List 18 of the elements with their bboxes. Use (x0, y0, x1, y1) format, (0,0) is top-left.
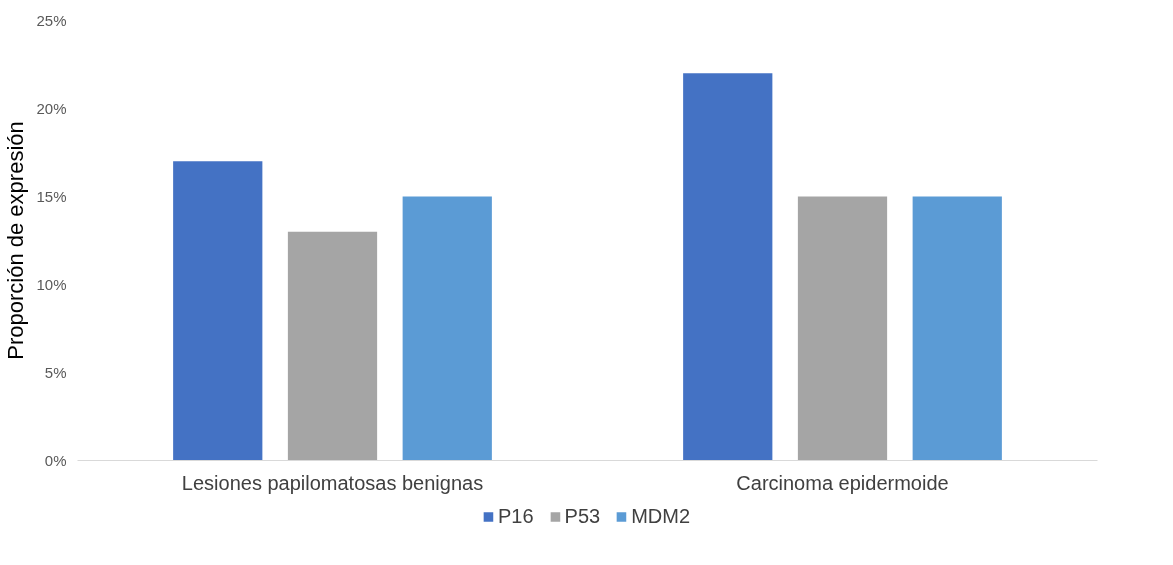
x-tick-label: Lesiones papilomatosas benignas (181, 471, 484, 494)
bar (287, 231, 378, 461)
bar (402, 196, 492, 461)
y-tick-label: 15% (36, 188, 67, 205)
y-tick-label: 0% (44, 452, 67, 469)
y-axis-title: Proporción de expresión (3, 121, 29, 360)
y-tick-label: 10% (36, 276, 67, 293)
y-tick-label: 5% (44, 364, 67, 381)
y-tick-label: 25% (36, 12, 67, 29)
legend-label: P53 (564, 504, 601, 528)
bar (173, 161, 263, 461)
x-tick-label: Carcinoma epidermoide (736, 471, 949, 494)
bar (912, 196, 1002, 461)
bar (683, 73, 773, 461)
legend-label: P16 (497, 504, 534, 528)
legend-label: MDM2 (631, 504, 691, 528)
bar (797, 196, 888, 461)
y-tick-label: 20% (36, 100, 67, 117)
